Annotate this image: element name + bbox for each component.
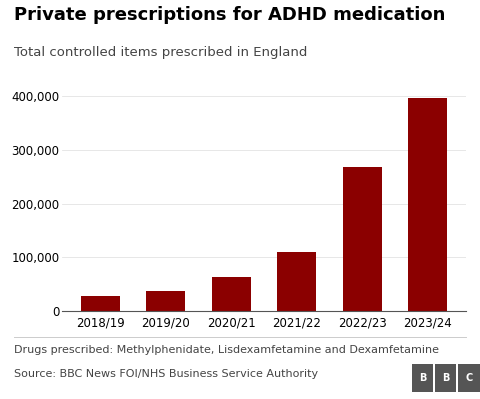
Text: Total controlled items prescribed in England: Total controlled items prescribed in Eng… (14, 46, 308, 59)
Text: Drugs prescribed: Methylphenidate, Lisdexamfetamine and Dexamfetamine: Drugs prescribed: Methylphenidate, Lisde… (14, 345, 439, 355)
Text: B: B (419, 373, 426, 383)
Bar (343, 167, 382, 311)
Bar (212, 277, 251, 311)
Text: C: C (465, 373, 472, 383)
Bar (81, 296, 120, 311)
Text: Source: BBC News FOI/NHS Business Service Authority: Source: BBC News FOI/NHS Business Servic… (14, 369, 319, 379)
Bar (408, 98, 447, 311)
Bar (277, 252, 316, 311)
Text: B: B (442, 373, 449, 383)
Text: Private prescriptions for ADHD medication: Private prescriptions for ADHD medicatio… (14, 6, 446, 24)
Bar (146, 291, 185, 311)
